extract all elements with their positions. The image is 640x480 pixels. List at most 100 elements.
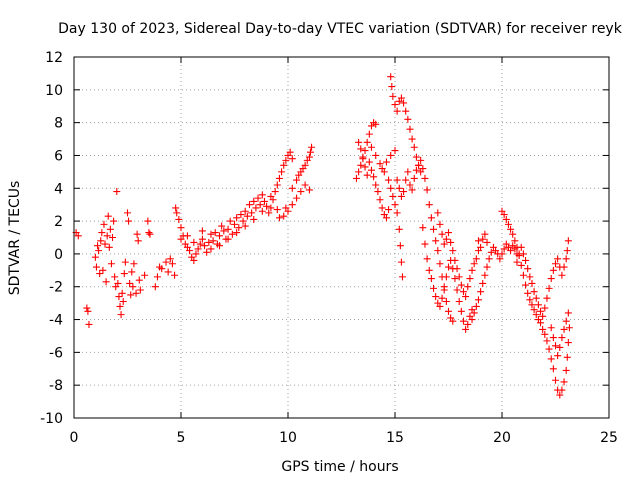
- data-point: [496, 255, 504, 263]
- data-point: [547, 324, 555, 332]
- data-point: [235, 224, 243, 232]
- data-point: [400, 99, 408, 107]
- data-point: [539, 312, 547, 320]
- data-point: [385, 206, 393, 214]
- data-point: [445, 229, 452, 237]
- data-point: [455, 297, 463, 305]
- data-point: [455, 273, 463, 281]
- data-point: [509, 230, 517, 238]
- data-point: [412, 166, 420, 174]
- data-point: [164, 268, 172, 276]
- data-point: [404, 168, 412, 176]
- data-point: [216, 232, 224, 240]
- data-point: [113, 188, 121, 196]
- data-point: [252, 204, 260, 212]
- data-point: [477, 288, 485, 296]
- data-point: [500, 211, 508, 219]
- y-tick-label: -8: [49, 378, 63, 394]
- data-point: [280, 212, 288, 220]
- data-point: [231, 220, 238, 228]
- x-tick-label: 20: [493, 430, 511, 446]
- data-point: [537, 307, 545, 315]
- data-point: [387, 184, 395, 192]
- data-point: [293, 176, 301, 184]
- data-point: [436, 220, 444, 228]
- data-point: [474, 237, 482, 245]
- data-point: [498, 250, 506, 258]
- data-point: [135, 276, 143, 284]
- data-point: [133, 230, 141, 238]
- data-point: [423, 255, 431, 263]
- data-point: [177, 224, 185, 232]
- data-point: [301, 181, 309, 189]
- data-point: [365, 158, 373, 166]
- data-point: [297, 188, 305, 196]
- data-point: [224, 225, 232, 233]
- data-point: [205, 238, 213, 246]
- data-point: [220, 227, 228, 235]
- y-tick-label: 12: [45, 50, 63, 66]
- data-point: [500, 245, 508, 253]
- data-point: [243, 212, 251, 220]
- data-point: [363, 138, 371, 146]
- data-point: [367, 143, 375, 151]
- plot-frame: [73, 56, 610, 419]
- data-point: [398, 273, 406, 281]
- data-point: [477, 243, 485, 251]
- data-point: [94, 242, 102, 250]
- data-point: [370, 173, 378, 181]
- data-point: [190, 238, 198, 246]
- data-point: [560, 263, 568, 271]
- data-point: [526, 273, 534, 281]
- data-point: [462, 325, 470, 333]
- data-point: [74, 232, 82, 240]
- data-point: [483, 238, 491, 246]
- data-point: [427, 214, 435, 222]
- data-point: [168, 260, 176, 268]
- data-point: [129, 283, 137, 291]
- data-point: [442, 235, 450, 243]
- data-point: [198, 235, 206, 243]
- data-point: [415, 161, 423, 169]
- data-point: [118, 289, 126, 297]
- data-point: [564, 339, 572, 347]
- data-point: [209, 237, 217, 245]
- data-point: [519, 271, 527, 279]
- data-point: [479, 235, 487, 243]
- data-point: [107, 260, 115, 268]
- data-point: [560, 378, 568, 386]
- data-point: [121, 258, 129, 266]
- data-point: [470, 260, 478, 268]
- x-tick-label: 5: [177, 430, 186, 446]
- data-point: [528, 301, 536, 309]
- data-point: [275, 214, 283, 222]
- data-point: [372, 181, 380, 189]
- data-point: [194, 245, 202, 253]
- data-point: [389, 92, 397, 100]
- data-point: [438, 294, 446, 302]
- data-point: [115, 293, 123, 301]
- data-point: [440, 283, 448, 291]
- data-point: [273, 181, 281, 189]
- data-point: [395, 184, 403, 192]
- data-point: [96, 270, 104, 278]
- data-point: [192, 250, 200, 258]
- data-point: [293, 194, 301, 202]
- data-point: [263, 202, 271, 210]
- data-point: [425, 266, 433, 274]
- data-point: [528, 279, 536, 287]
- data-point: [111, 273, 119, 281]
- data-point: [117, 311, 125, 319]
- data-point: [374, 188, 382, 196]
- data-point: [513, 258, 521, 266]
- data-point: [278, 168, 286, 176]
- data-point: [363, 171, 371, 179]
- data-point: [393, 209, 401, 217]
- data-point: [397, 192, 405, 200]
- data-point: [466, 275, 474, 283]
- data-point: [361, 147, 369, 155]
- chart-title: Day 130 of 2023, Sidereal Day-to-day VTE…: [58, 21, 623, 37]
- data-point: [124, 209, 131, 217]
- data-point: [402, 176, 410, 184]
- data-point: [445, 263, 452, 271]
